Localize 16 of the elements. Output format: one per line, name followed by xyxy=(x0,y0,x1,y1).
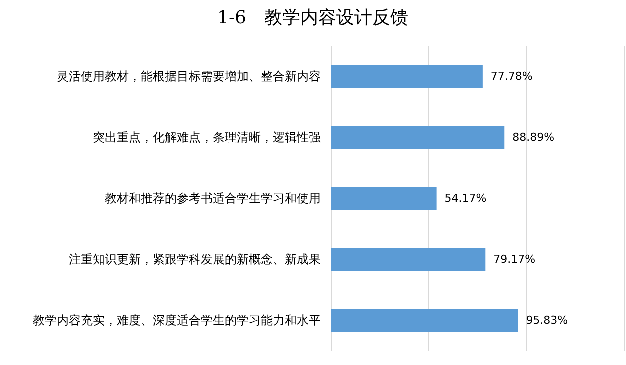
y-tick-label: 教材和推荐的参考书适合学生学习和使用 xyxy=(105,192,321,206)
bar xyxy=(331,187,437,210)
bar xyxy=(331,65,483,88)
data-label: 54.17% xyxy=(444,192,487,205)
y-tick-label: 教学内容充实，难度、深度适合学生的学习能力和水平 xyxy=(33,314,321,328)
data-label: 79.17% xyxy=(494,253,536,266)
bar xyxy=(331,126,505,149)
data-label: 95.83% xyxy=(526,314,568,327)
chart-title: 1-6 教学内容设计反馈 xyxy=(218,8,408,28)
data-label: 88.89% xyxy=(512,131,555,144)
y-tick-label: 突出重点，化解难点，条理清晰，逻辑性强 xyxy=(93,130,321,144)
bar xyxy=(331,309,518,332)
y-tick-label: 灵活使用教材，能根据目标需要增加、整合新内容 xyxy=(57,70,321,84)
y-tick-label: 注重知识更新，紧跟学科发展的新概念、新成果 xyxy=(69,252,321,266)
bar xyxy=(331,248,486,271)
data-label: 77.78% xyxy=(490,70,533,83)
